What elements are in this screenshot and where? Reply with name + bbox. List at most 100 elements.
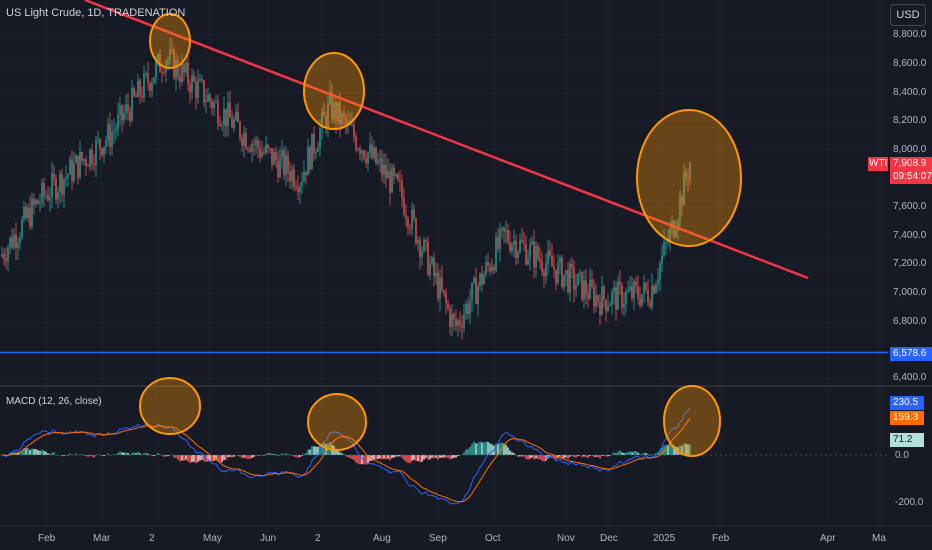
macd-histogram-bar — [135, 453, 137, 455]
macd-title[interactable]: MACD (12, 26, close) — [6, 396, 102, 407]
macd-histogram-bar — [315, 446, 317, 455]
candle-body — [87, 165, 89, 167]
macd-histogram-bar — [417, 455, 419, 462]
highlight-circles[interactable] — [149, 13, 742, 247]
macd-histogram-bar — [507, 447, 509, 455]
macd-highlight-circle[interactable] — [307, 393, 367, 451]
macd-histogram-bar — [297, 455, 299, 458]
candle-body — [249, 148, 251, 152]
candle-body — [565, 270, 567, 275]
candle-body — [525, 243, 527, 265]
chart-grid — [0, 0, 888, 526]
candle-body — [315, 151, 317, 154]
macd-histogram-bar — [47, 453, 49, 455]
candle-body — [663, 241, 665, 256]
macd-highlight-circle[interactable] — [663, 385, 721, 457]
candle-body — [491, 266, 493, 272]
candle-body — [265, 144, 267, 153]
macd-histogram-bar — [455, 455, 457, 458]
candle-body — [641, 293, 643, 306]
candle-body — [395, 174, 397, 176]
macd-histogram-bar — [269, 452, 271, 455]
candle-body — [167, 59, 169, 63]
macd-histogram-bar — [573, 455, 575, 458]
candle-body — [211, 101, 213, 109]
macd-histogram-bar — [349, 455, 351, 459]
candle-body — [361, 150, 363, 154]
macd-histogram-bar — [119, 451, 121, 455]
macd-histogram-bar — [221, 455, 223, 463]
macd-histogram-bar — [411, 455, 413, 461]
macd-histogram-bar — [637, 452, 639, 455]
macd-histogram-bar — [239, 455, 241, 457]
candle-body — [125, 104, 127, 114]
candle-body — [331, 91, 333, 120]
macd-histogram-bar — [667, 444, 669, 455]
candle-body — [409, 227, 411, 229]
candle-body — [39, 202, 41, 204]
candle-body — [321, 111, 323, 129]
macd-histogram-bar — [53, 452, 55, 455]
price-axis-label: 8,400.0 — [893, 87, 927, 98]
candle-body — [289, 172, 291, 182]
macd-histogram-bar — [249, 455, 251, 459]
highlight-circle[interactable] — [303, 52, 365, 130]
candle-body — [531, 241, 533, 245]
candle-body — [93, 163, 95, 166]
candle-body — [431, 257, 433, 264]
candle-body — [233, 119, 235, 128]
candle-body — [187, 62, 189, 85]
macd-histogram-bar — [553, 455, 555, 459]
macd-highlight-circle[interactable] — [139, 377, 201, 435]
candle-body — [273, 152, 275, 165]
macd-histogram-bar — [191, 455, 193, 463]
candle-body — [119, 105, 121, 115]
macd-histogram-bar — [655, 453, 657, 455]
macd-histogram-bar — [195, 455, 197, 464]
candle-body — [335, 102, 337, 122]
candle-body — [243, 132, 245, 146]
macd-histogram-bar — [387, 455, 389, 459]
candle-body — [225, 108, 227, 127]
macd-histogram-bar — [679, 445, 681, 455]
trend-line[interactable] — [84, 0, 809, 280]
candle-body — [143, 73, 145, 98]
candle-body — [215, 101, 217, 103]
candle-body — [63, 179, 65, 195]
macd-histogram-bar — [251, 455, 253, 458]
candle-body — [299, 185, 301, 193]
macd-histogram-bar — [303, 453, 305, 455]
candle-body — [601, 286, 603, 315]
symbol-title[interactable]: US Light Crude, 1D, TRADENATION — [6, 7, 186, 19]
candle-body — [587, 294, 589, 299]
macd-histogram-bar — [621, 452, 623, 455]
macd-histogram-bar — [181, 455, 183, 461]
price-tag-symbol: WTI — [868, 157, 888, 171]
candle-body — [313, 133, 315, 154]
candle-body — [275, 152, 277, 161]
price-axis-label: 7,600.0 — [893, 201, 927, 212]
candle-body — [441, 277, 443, 291]
macd-histogram-bar — [449, 455, 451, 460]
macd-histogram-bar — [451, 455, 453, 459]
highlight-circle[interactable] — [149, 13, 191, 69]
candle-body — [377, 160, 379, 164]
time-axis-label: Ma — [872, 533, 886, 544]
candle-body — [421, 251, 423, 258]
candle-body — [29, 207, 31, 227]
highlight-circle[interactable] — [636, 109, 742, 247]
macd-histogram-bar — [121, 452, 123, 455]
macd-histogram-bar — [673, 445, 675, 455]
candle-body — [677, 221, 679, 231]
currency-button[interactable]: USD — [890, 4, 926, 26]
macd-histogram-bar — [41, 449, 43, 455]
macd-axis-zero: 0.0 — [895, 450, 909, 461]
candle-body — [141, 95, 143, 98]
macd-histogram-bar — [339, 452, 341, 455]
macd-histogram-bar — [565, 455, 567, 458]
macd-histogram-bar — [395, 455, 397, 457]
candle-body — [213, 102, 215, 109]
macd-highlight-circles[interactable] — [139, 377, 721, 457]
candle-body — [163, 72, 165, 74]
